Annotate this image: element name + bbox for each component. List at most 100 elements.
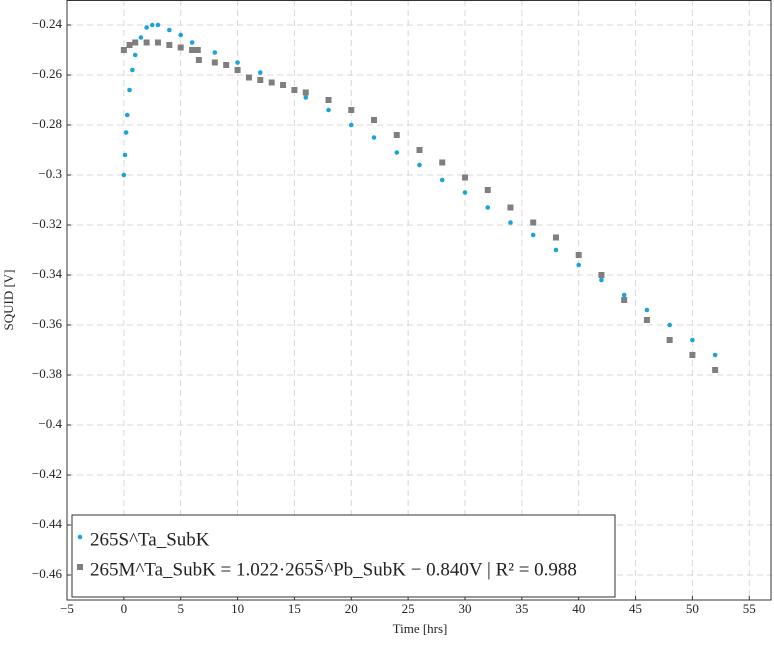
plot-frame (66, 0, 772, 601)
y-tick-label: −0.4 (38, 416, 62, 431)
point (621, 297, 628, 303)
point (166, 42, 173, 48)
point (394, 150, 400, 155)
point (195, 57, 202, 63)
point (126, 42, 133, 48)
point (121, 172, 127, 178)
point (417, 162, 422, 168)
point (132, 52, 138, 58)
x-tick-label: 50 (686, 601, 699, 616)
y-tick-label: −0.32 (32, 216, 62, 231)
point (235, 60, 240, 65)
x-tick-label: 10 (231, 601, 244, 616)
legend: 265S^Ta_SubK 265M^Ta_SubK = 1.022·265S̄^P… (71, 514, 616, 598)
point (189, 47, 196, 53)
point (575, 252, 582, 258)
legend-box (71, 514, 616, 598)
y-tick-label: −0.34 (32, 266, 63, 281)
point (507, 204, 514, 211)
x-axis-label: Time [hrs] (393, 621, 448, 636)
legend-marker (77, 534, 83, 540)
y-tick-label: −0.42 (32, 466, 62, 481)
point (667, 322, 672, 328)
point (122, 152, 128, 158)
point (643, 317, 650, 323)
point (268, 79, 275, 86)
point (302, 89, 309, 96)
legend-label: 265S^Ta_SubK (90, 529, 210, 550)
x-tick-label: 30 (458, 601, 471, 616)
point (576, 262, 581, 268)
point (689, 352, 696, 358)
point (144, 25, 149, 30)
point (644, 307, 650, 313)
point (371, 135, 377, 140)
point (439, 159, 446, 166)
point (123, 130, 129, 135)
point (484, 187, 491, 193)
point (234, 67, 241, 73)
y-tick-label: −0.28 (32, 116, 62, 131)
point (138, 35, 144, 40)
point (621, 292, 627, 298)
point (598, 272, 605, 278)
point (461, 174, 468, 181)
x-tick-label: 0 (121, 601, 128, 616)
point (553, 247, 559, 253)
point (130, 67, 135, 73)
point (599, 277, 604, 283)
point (416, 147, 423, 153)
point (149, 22, 155, 28)
x-tick-label: 55 (743, 601, 756, 616)
x-tick-label: 15 (288, 601, 301, 616)
y-tick-label: −0.38 (32, 366, 62, 381)
point (393, 132, 400, 138)
x-tick-label: 40 (572, 601, 585, 616)
point (325, 97, 332, 103)
point (371, 117, 378, 123)
point (127, 87, 132, 93)
point (257, 77, 264, 83)
point (154, 39, 161, 46)
x-tick-label: 35 (515, 601, 528, 616)
point (439, 177, 445, 183)
point (485, 205, 491, 210)
point (189, 40, 195, 45)
point (280, 82, 287, 88)
y-tick-label: −0.26 (32, 66, 63, 81)
point (462, 190, 468, 195)
x-tick-label: 45 (629, 601, 642, 616)
x-tick-label: 20 (345, 601, 358, 616)
legend-marker (77, 564, 83, 570)
point (291, 87, 298, 93)
point (303, 95, 309, 100)
y-tick-label: −0.46 (32, 566, 63, 581)
point (212, 50, 218, 55)
point (530, 219, 537, 226)
y-axis-label: SQUID [V] (1, 269, 16, 330)
point (194, 47, 201, 53)
point (143, 39, 150, 46)
x-tick-label: −5 (60, 601, 74, 616)
point (177, 44, 184, 51)
point (223, 62, 230, 68)
point (211, 59, 218, 66)
point (530, 232, 536, 238)
y-tick-label: −0.3 (38, 166, 62, 181)
point (155, 22, 161, 28)
point (326, 107, 331, 113)
point (245, 74, 252, 81)
point (132, 39, 139, 46)
point (690, 337, 695, 343)
point (552, 234, 559, 241)
x-tick-label: 5 (177, 601, 184, 616)
point (712, 352, 718, 358)
point (124, 112, 130, 118)
legend-label: 265M^Ta_SubK = 1.022·265S̄^Pb_SubK − 0.8… (90, 559, 577, 580)
point (258, 70, 263, 75)
y-tick-label: −0.36 (32, 316, 63, 331)
point (348, 107, 355, 113)
point (120, 47, 127, 53)
x-tick-label: 25 (402, 601, 415, 616)
